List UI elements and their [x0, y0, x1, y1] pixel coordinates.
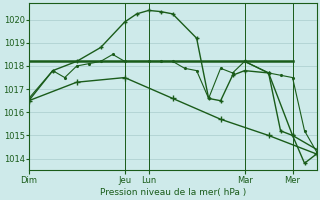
X-axis label: Pression niveau de la mer( hPa ): Pression niveau de la mer( hPa ): [100, 188, 246, 197]
